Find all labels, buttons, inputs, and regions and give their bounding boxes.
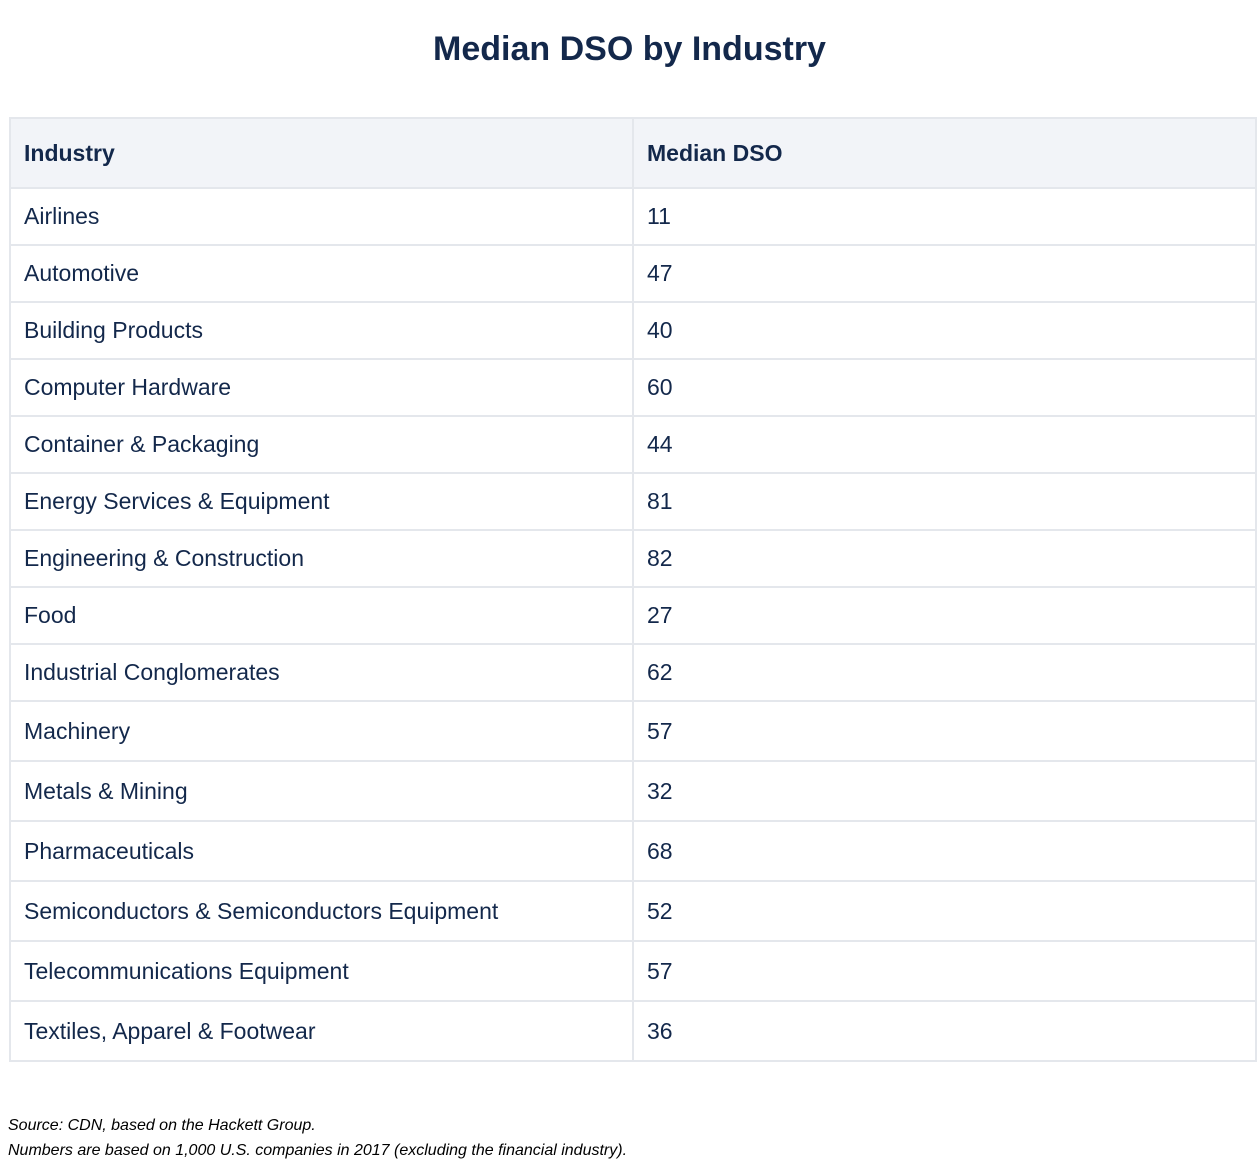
industry-cell: Automotive	[9, 244, 634, 303]
table-row: Food 27	[9, 586, 1257, 645]
table-row: Industrial Conglomerates 62	[9, 643, 1257, 702]
industry-cell: Textiles, Apparel & Footwear	[9, 1000, 634, 1062]
table-body: Airlines 11 Automotive 47 Building Products 4…	[9, 187, 1257, 1062]
median-dso-cell: 62	[632, 643, 1257, 702]
industry-cell: Computer Hardware	[9, 358, 634, 417]
industry-cell: Food	[9, 586, 634, 645]
table-row: Automotive 47	[9, 244, 1257, 303]
table-row: Energy Services & Equipment 81	[9, 472, 1257, 531]
median-dso-cell: 82	[632, 529, 1257, 588]
table-row: Computer Hardware 60	[9, 358, 1257, 417]
column-header-industry: Industry	[9, 117, 634, 189]
table-row: Airlines 11	[9, 187, 1257, 246]
industry-cell: Building Products	[9, 301, 634, 360]
median-dso-cell: 27	[632, 586, 1257, 645]
median-dso-cell: 11	[632, 187, 1257, 246]
median-dso-cell: 32	[632, 760, 1257, 822]
column-header-median-dso: Median DSO	[632, 117, 1257, 189]
industry-cell: Energy Services & Equipment	[9, 472, 634, 531]
median-dso-cell: 36	[632, 1000, 1257, 1062]
table-row: Semiconductors & Semiconductors Equipmen…	[9, 880, 1257, 942]
median-dso-cell: 44	[632, 415, 1257, 474]
industry-cell: Airlines	[9, 187, 634, 246]
table-row: Metals & Mining 32	[9, 760, 1257, 822]
industry-cell: Semiconductors & Semiconductors Equipmen…	[9, 880, 634, 942]
industry-cell: Machinery	[9, 700, 634, 762]
median-dso-cell: 52	[632, 880, 1257, 942]
industry-cell: Pharmaceuticals	[9, 820, 634, 882]
page-title: Median DSO by Industry	[433, 30, 826, 68]
table-row: Engineering & Construction 82	[9, 529, 1257, 588]
methodology-note: Numbers are based on 1,000 U.S. companie…	[8, 1142, 628, 1159]
median-dso-cell: 40	[632, 301, 1257, 360]
median-dso-cell: 47	[632, 244, 1257, 303]
median-dso-cell: 57	[632, 700, 1257, 762]
table-row: Machinery 57	[9, 700, 1257, 762]
median-dso-cell: 60	[632, 358, 1257, 417]
table-row: Building Products 40	[9, 301, 1257, 360]
table-row: Pharmaceuticals 68	[9, 820, 1257, 882]
table-row: Container & Packaging 44	[9, 415, 1257, 474]
table-row: Textiles, Apparel & Footwear 36	[9, 1000, 1257, 1062]
industry-cell: Telecommunications Equipment	[9, 940, 634, 1002]
dso-table: Industry Median DSO Airlines 11 Automotive…	[9, 117, 1257, 1062]
industry-cell: Engineering & Construction	[9, 529, 634, 588]
median-dso-cell: 81	[632, 472, 1257, 531]
median-dso-cell: 57	[632, 940, 1257, 1002]
source-note: Source: CDN, based on the Hackett Group.	[8, 1117, 316, 1134]
table-header-row: Industry Median DSO	[9, 117, 1257, 189]
industry-cell: Industrial Conglomerates	[9, 643, 634, 702]
industry-cell: Metals & Mining	[9, 760, 634, 822]
industry-cell: Container & Packaging	[9, 415, 634, 474]
table-row: Telecommunications Equipment 57	[9, 940, 1257, 1002]
median-dso-cell: 68	[632, 820, 1257, 882]
